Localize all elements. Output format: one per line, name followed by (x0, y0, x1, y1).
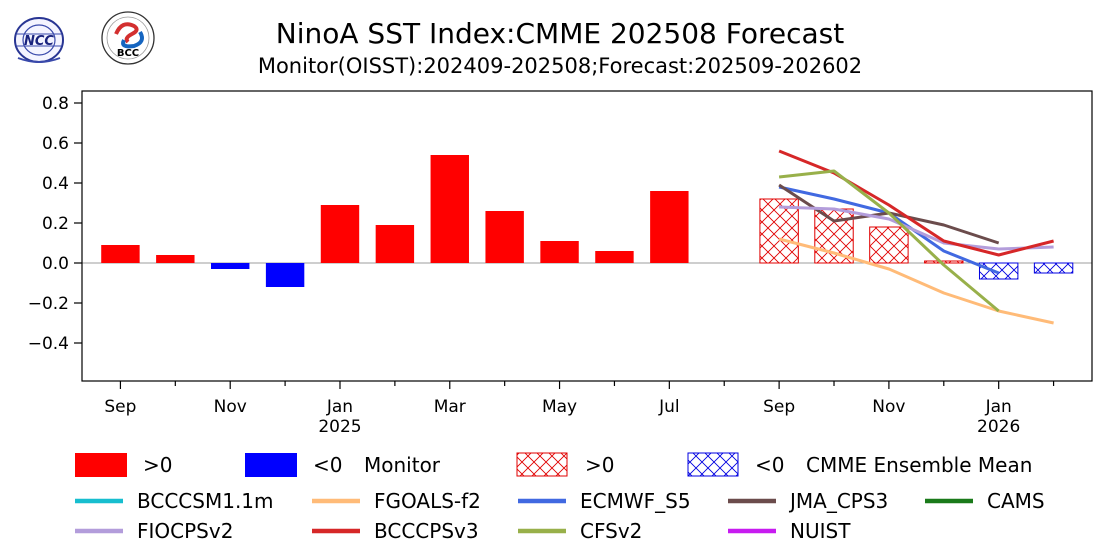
legend-monitor-pos-swatch (75, 453, 127, 477)
bcc-logo: BCC (101, 11, 155, 65)
chart-subtitle: Monitor(OISST):202409-202508;Forecast:20… (258, 54, 862, 78)
legend: >0 <0 Monitor >0 <0 CMME Ensemble Mean B… (75, 452, 1045, 543)
legend-model-label: BCCCSM1.1m (137, 489, 274, 513)
y-tick-label: 0.2 (42, 214, 69, 234)
monitor-bar-2024-09 (101, 245, 140, 263)
y-tick-label: −0.4 (28, 334, 69, 354)
legend-monitor-neg-swatch (245, 453, 297, 477)
legend-model-label: CAMS (987, 489, 1045, 513)
legend-model-label: FIOCPSv2 (137, 519, 233, 543)
ncc-logo: NCC (14, 17, 64, 63)
legend-monitor-pos-label: >0 (143, 453, 172, 477)
chart-title: NinoA SST Index:CMME 202508 Forecast (276, 17, 844, 50)
monitor-bar-2025-02 (375, 225, 415, 263)
y-axis: −0.4 −0.2 0.0 0.2 0.4 0.6 0.8 (28, 94, 82, 354)
y-tick-label: 0.8 (42, 94, 69, 114)
legend-models: BCCCSM1.1m FGOALS-f2 ECMWF_S5 JMA_CPS3 CAMS F… (75, 489, 1045, 543)
legend-model-label: NUIST (790, 519, 851, 543)
x-tick-label: Sep (763, 397, 795, 417)
model-line-fgoals-f2 (778, 237, 1054, 325)
monitor-bar-2024-11 (210, 263, 250, 269)
monitor-bar-2024-10 (156, 255, 195, 263)
model-lines (778, 149, 1054, 325)
monitor-bar-2025-04 (485, 211, 524, 263)
legend-monitor-label: Monitor (364, 453, 441, 477)
ensemble-mean-bars (759, 198, 1074, 280)
legend-model-label: FGOALS-f2 (374, 489, 481, 513)
x-tick-label: Jan (985, 397, 1012, 417)
legend-mean-label: CMME Ensemble Mean (806, 453, 1032, 477)
bcc-logo-text: BCC (117, 48, 139, 59)
ensemble-mean-bar-2026-02 (1033, 262, 1074, 274)
x-tick-label: Nov (214, 397, 247, 417)
legend-model-label: ECMWF_S5 (580, 489, 691, 513)
monitor-bar-2025-03 (430, 155, 469, 263)
legend-mean-neg-label: <0 (755, 453, 784, 477)
legend-model-label: JMA_CPS3 (788, 489, 888, 513)
x-tick-label: Jan (326, 397, 353, 417)
x-tick-year-label: 2026 (977, 417, 1020, 437)
ncc-logo-text: NCC (24, 34, 54, 49)
x-tick-label: May (542, 397, 577, 417)
x-tick-label: Mar (434, 397, 466, 417)
monitor-bar-2025-06 (595, 251, 634, 263)
legend-model-label: CFSv2 (580, 519, 642, 543)
legend-mean-neg-swatch (687, 452, 739, 477)
model-line-cfsv2 (778, 169, 1000, 313)
monitor-bar-2025-05 (540, 241, 579, 263)
plot-frame (81, 90, 1093, 382)
ensemble-mean-bar-2025-10 (814, 208, 854, 264)
model-line-bcccpsv3 (778, 149, 1054, 257)
monitor-bar-2024-12 (265, 263, 305, 287)
monitor-bar-2025-01 (320, 205, 360, 263)
x-tick-label: Nov (872, 397, 905, 417)
ensemble-mean-bar-2025-11 (869, 226, 909, 264)
y-tick-label: −0.2 (28, 294, 69, 314)
ensemble-mean-bar-2025-12 (924, 260, 964, 264)
y-tick-label: 0.4 (42, 174, 69, 194)
monitor-bar-2025-07 (650, 191, 689, 263)
legend-mean-pos-label: >0 (585, 453, 614, 477)
x-tick-label: Sep (104, 397, 136, 417)
ensemble-mean-bar-2025-09 (759, 198, 799, 264)
legend-model-label: BCCCPSv3 (374, 519, 479, 543)
legend-monitor-neg-label: <0 (313, 453, 342, 477)
x-tick-label: Jul (658, 397, 680, 417)
model-line-fiocpsv2 (779, 205, 1054, 251)
y-tick-label: 0.6 (42, 134, 69, 154)
ensemble-mean-bar-2026-01 (978, 262, 1019, 280)
legend-mean-pos-swatch (516, 452, 568, 477)
x-tick-year-label: 2025 (318, 417, 361, 437)
monitor-bars (101, 155, 689, 287)
y-tick-label: 0.0 (42, 254, 69, 274)
